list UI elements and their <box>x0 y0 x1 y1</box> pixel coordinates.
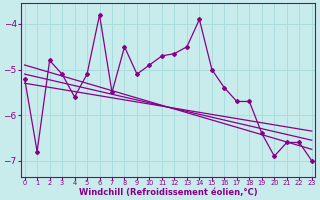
X-axis label: Windchill (Refroidissement éolien,°C): Windchill (Refroidissement éolien,°C) <box>79 188 258 197</box>
